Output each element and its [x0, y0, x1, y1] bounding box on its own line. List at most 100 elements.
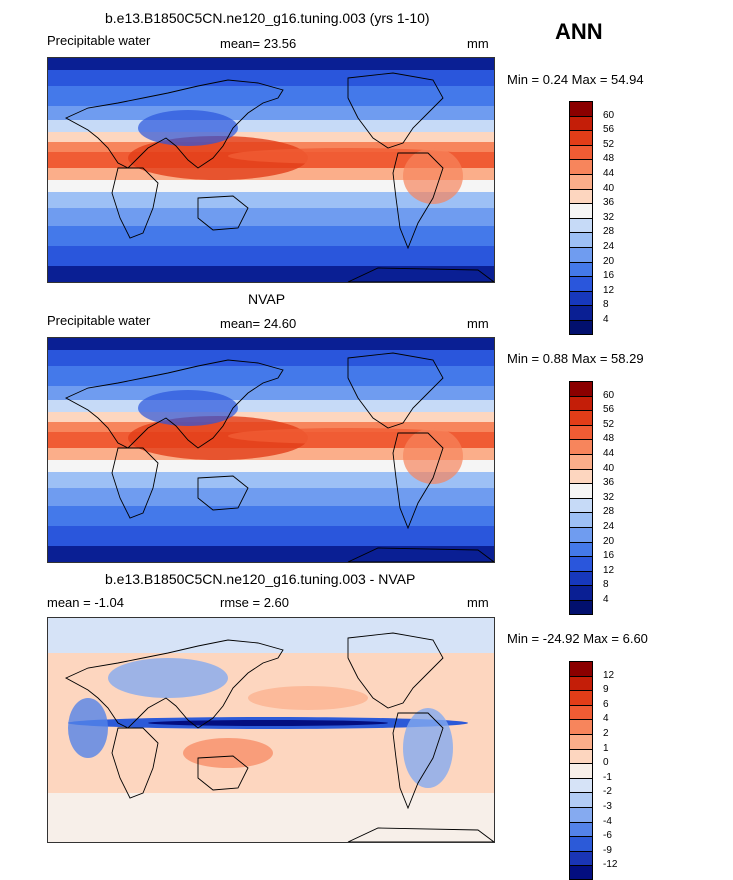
- colorbar-label: 8: [603, 299, 609, 311]
- colorbar-label: 16: [603, 550, 615, 562]
- colorbar-swatch: [569, 556, 593, 571]
- colorbar-label: 16: [603, 270, 615, 282]
- colorbar-label: 52: [603, 138, 615, 150]
- season-label: ANN: [555, 19, 603, 44]
- colorbar-label: -6: [603, 830, 612, 842]
- colorbar-swatch: [569, 675, 593, 691]
- colorbar-label: 36: [603, 477, 615, 489]
- colorbar-label: 4: [603, 314, 609, 325]
- colorbar-swatch: [569, 305, 593, 320]
- panel2-title: NVAP: [248, 291, 286, 307]
- colorbar-label: 20: [603, 255, 615, 267]
- colorbar-swatch: [569, 704, 593, 720]
- panel1-minmax: Min = 0.24 Max = 54.94: [507, 72, 644, 87]
- colorbar-label: -4: [603, 815, 612, 827]
- panel3-map: [47, 617, 495, 843]
- panel1-title: b.e13.B1850C5CN.ne120_g16.tuning.003 (yr…: [105, 10, 430, 26]
- colorbar-label: -2: [603, 786, 612, 798]
- colorbar-label: 44: [603, 168, 615, 179]
- colorbar-swatch: [569, 203, 593, 218]
- colorbar-label: 32: [603, 211, 615, 223]
- colorbar-label: 9: [603, 684, 609, 696]
- colorbar-label: -3: [603, 801, 612, 812]
- colorbar-swatch: [569, 115, 593, 131]
- colorbar-swatch: [569, 763, 593, 778]
- panel2-unit: mm: [467, 316, 489, 331]
- colorbar-label: 56: [603, 404, 615, 416]
- colorbar-swatch: [569, 144, 593, 160]
- colorbar-label: 28: [603, 226, 615, 238]
- colorbar-swatch: [569, 439, 593, 454]
- panel1-map: [47, 57, 495, 283]
- colorbar-swatch: [569, 719, 593, 734]
- colorbar-swatch: [569, 319, 593, 335]
- colorbar-label: 8: [603, 579, 609, 591]
- colorbar-swatch: [569, 512, 593, 527]
- colorbar-label: 0: [603, 757, 609, 769]
- colorbar-label: 12: [603, 284, 615, 296]
- colorbar-swatch: [569, 865, 593, 880]
- panel1-variable: Precipitable water: [47, 33, 151, 48]
- colorbar-swatch: [569, 850, 593, 866]
- colorbar-swatch: [569, 777, 593, 793]
- colorbar-label: 6: [603, 698, 609, 710]
- panel3-minmax: Min = -24.92 Max = 6.60: [507, 631, 648, 646]
- panel2-variable: Precipitable water: [47, 313, 151, 328]
- colorbar-label: 24: [603, 521, 615, 532]
- colorbar-swatch: [569, 806, 593, 822]
- colorbar-swatch: [569, 410, 593, 425]
- panel1-unit: mm: [467, 36, 489, 51]
- colorbar-label: 48: [603, 433, 615, 445]
- colorbar-swatch: [569, 246, 593, 262]
- colorbar-swatch: [569, 188, 593, 204]
- colorbar-label: 52: [603, 418, 615, 430]
- colorbar-swatch: [569, 395, 593, 411]
- panel2-colorbar: [569, 381, 593, 615]
- colorbar-swatch: [569, 792, 593, 807]
- panel2-mean: mean= 24.60: [220, 316, 297, 331]
- panel3-colorbar: [569, 661, 593, 880]
- colorbar-swatch: [569, 821, 593, 837]
- colorbar-swatch: [569, 130, 593, 145]
- colorbar-label: -9: [603, 844, 612, 856]
- panel1-colorbar: [569, 101, 593, 335]
- colorbar-label: 48: [603, 153, 615, 165]
- colorbar-swatch: [569, 232, 593, 247]
- colorbar-label: 20: [603, 535, 615, 547]
- colorbar-swatch: [569, 690, 593, 705]
- colorbar-label: 2: [603, 728, 609, 739]
- colorbar-swatch: [569, 483, 593, 498]
- colorbar-swatch: [569, 173, 593, 189]
- colorbar-swatch: [569, 424, 593, 440]
- colorbar-swatch: [569, 541, 593, 557]
- colorbar-swatch: [569, 570, 593, 586]
- colorbar-swatch: [569, 290, 593, 306]
- colorbar-swatch: [569, 101, 593, 116]
- colorbar-label: 36: [603, 197, 615, 209]
- panel3-mean: mean = -1.04: [47, 595, 124, 610]
- colorbar-swatch: [569, 276, 593, 291]
- colorbar-swatch: [569, 733, 593, 749]
- colorbar-label: 32: [603, 491, 615, 503]
- colorbar-label: 24: [603, 241, 615, 252]
- colorbar-label: 44: [603, 448, 615, 459]
- colorbar-swatch: [569, 661, 593, 676]
- colorbar-swatch: [569, 453, 593, 469]
- panel2-map: [47, 337, 495, 563]
- colorbar-swatch: [569, 468, 593, 484]
- colorbar-label: 12: [603, 564, 615, 576]
- panel3-unit: mm: [467, 595, 489, 610]
- colorbar-swatch: [569, 497, 593, 513]
- colorbar-label: 4: [603, 713, 609, 725]
- colorbar-label: 60: [603, 389, 615, 401]
- colorbar-swatch: [569, 381, 593, 396]
- panel1-mean: mean= 23.56: [220, 36, 297, 51]
- panel3-rmse: rmse = 2.60: [220, 595, 290, 610]
- colorbar-label: 60: [603, 109, 615, 121]
- colorbar-swatch: [569, 585, 593, 600]
- colorbar-label: 1: [603, 742, 609, 754]
- colorbar-swatch: [569, 261, 593, 277]
- colorbar-swatch: [569, 526, 593, 542]
- colorbar-swatch: [569, 159, 593, 174]
- colorbar-swatch: [569, 748, 593, 764]
